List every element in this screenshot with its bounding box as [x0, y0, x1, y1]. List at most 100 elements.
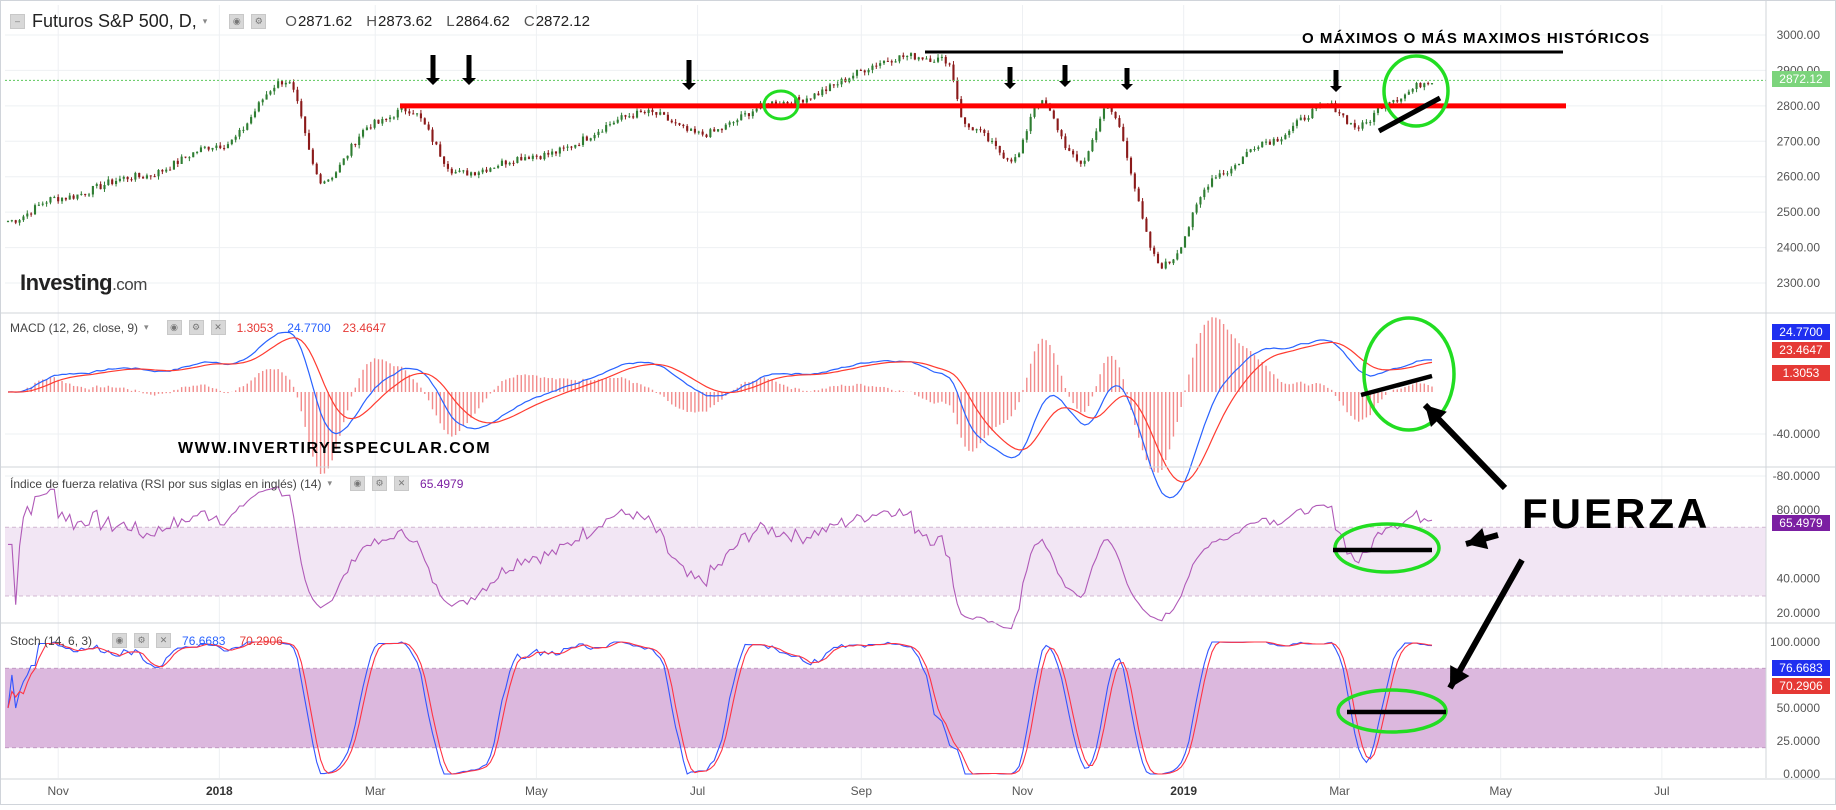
candle-body	[334, 172, 338, 178]
green-circle	[1362, 316, 1456, 432]
candle-body	[439, 144, 442, 157]
candle-body	[500, 160, 504, 166]
candle-body	[524, 157, 527, 161]
candle-body	[944, 56, 947, 64]
candle-body	[107, 179, 110, 186]
candle-body	[184, 156, 187, 158]
chevron-down-icon[interactable]: ▾	[144, 322, 149, 332]
candle-body	[180, 156, 183, 164]
eye-icon[interactable]: ◉	[166, 320, 182, 335]
candle-body	[103, 185, 106, 190]
macd-legend: MACD (12, 26, close, 9) ▾ ◉ ⚙ ✕ 1.3053 2…	[10, 320, 386, 335]
candle-body	[304, 116, 307, 134]
candle-body	[416, 113, 419, 115]
candle-body	[1168, 261, 1171, 264]
candle-body	[632, 116, 635, 118]
candle-body	[60, 197, 64, 202]
candle-body	[350, 143, 353, 156]
candle-body	[1407, 91, 1410, 95]
candle-body	[836, 84, 839, 86]
website-annotation: WWW.INVERTIRYESPECULAR.COM	[178, 440, 492, 457]
down-arrow-icon	[426, 55, 440, 85]
candle-body	[87, 194, 91, 196]
candle-body	[207, 146, 210, 150]
candle-body	[809, 98, 812, 100]
candle-body	[450, 168, 453, 174]
candle-body	[1369, 121, 1372, 123]
candle-body	[358, 136, 361, 146]
candle-body	[130, 179, 133, 181]
stoch-tick: 100.0000	[1770, 635, 1820, 649]
candle-body	[257, 102, 260, 112]
macd-title: MACD (12, 26, close, 9)	[10, 320, 139, 335]
candle-body	[1214, 177, 1217, 179]
close-icon[interactable]: ✕	[394, 476, 410, 491]
time-label: Mar	[1329, 784, 1350, 798]
candle-body	[481, 169, 484, 173]
candle-body	[114, 180, 118, 185]
candle-body	[1048, 106, 1052, 111]
chevron-down-icon[interactable]: ▾	[202, 16, 208, 26]
candle-body	[1388, 102, 1391, 104]
eye-icon[interactable]: ◉	[350, 476, 366, 491]
rsi-tick: 20.0000	[1777, 606, 1821, 620]
candle-body	[987, 132, 990, 142]
time-axis: Nov 2018 Mar May Jul Sep Nov 2019 Mar May Jul	[48, 784, 1670, 798]
minus-box-icon[interactable]: –	[10, 14, 25, 29]
candle-body	[701, 131, 704, 135]
gear-icon[interactable]: ⚙	[188, 320, 204, 335]
stoch-d-line	[7, 641, 1433, 775]
candle-body	[794, 97, 797, 106]
candle-body	[531, 155, 534, 159]
gear-icon[interactable]: ⚙	[372, 476, 388, 491]
candle-body	[64, 197, 67, 200]
candle-body	[1141, 201, 1144, 219]
candle-body	[49, 197, 52, 203]
candle-body	[1353, 123, 1356, 128]
candle-body	[172, 160, 175, 170]
stoch-tick: 0.0000	[1783, 767, 1820, 781]
candle-body	[1052, 110, 1055, 119]
arrow-to-rsi-head	[1466, 527, 1489, 550]
candle-body	[1099, 118, 1102, 132]
chevron-down-icon[interactable]: ▾	[327, 478, 333, 488]
gear-icon[interactable]: ⚙	[134, 633, 150, 648]
candle-body	[527, 157, 531, 159]
candle-body	[1218, 173, 1221, 178]
candle-body	[1018, 153, 1021, 158]
gear-icon[interactable]: ⚙	[251, 14, 267, 29]
candle-body	[979, 129, 982, 131]
candle-body	[1033, 107, 1036, 117]
candle-body	[493, 167, 496, 169]
logo-suffix: .com	[112, 275, 147, 294]
candle-body	[470, 172, 473, 176]
macd-line	[7, 331, 1433, 499]
candle-body	[1010, 159, 1013, 162]
candle-body	[10, 220, 13, 222]
candle-body	[1072, 150, 1075, 155]
candle-body	[142, 177, 145, 179]
candle-body	[1268, 141, 1271, 145]
close-icon[interactable]: ✕	[210, 320, 226, 335]
candle-body	[412, 113, 415, 115]
candle-body	[1029, 116, 1032, 132]
close-icon[interactable]: ✕	[156, 633, 172, 648]
candle-body	[342, 158, 345, 165]
eye-icon[interactable]: ◉	[112, 633, 128, 648]
candle-body	[902, 55, 905, 58]
candle-body	[1265, 141, 1268, 143]
time-label: 2019	[1170, 784, 1197, 798]
candle-body	[1153, 247, 1156, 254]
candle-body	[1280, 139, 1283, 142]
macd-hist-value: 1.3053	[236, 320, 274, 335]
candle-body	[1249, 149, 1252, 152]
eye-icon[interactable]: ◉	[229, 14, 245, 29]
candle-body	[570, 146, 573, 148]
main-legend: – Futuros S&P 500, D, ▾ ◉ ⚙ O2871.62 H28…	[10, 11, 590, 32]
candle-body	[323, 181, 326, 184]
candle-body	[1400, 98, 1403, 102]
candle-body	[234, 136, 237, 140]
stoch-k-value: 76.6683	[182, 633, 226, 648]
candle-body	[14, 220, 17, 223]
